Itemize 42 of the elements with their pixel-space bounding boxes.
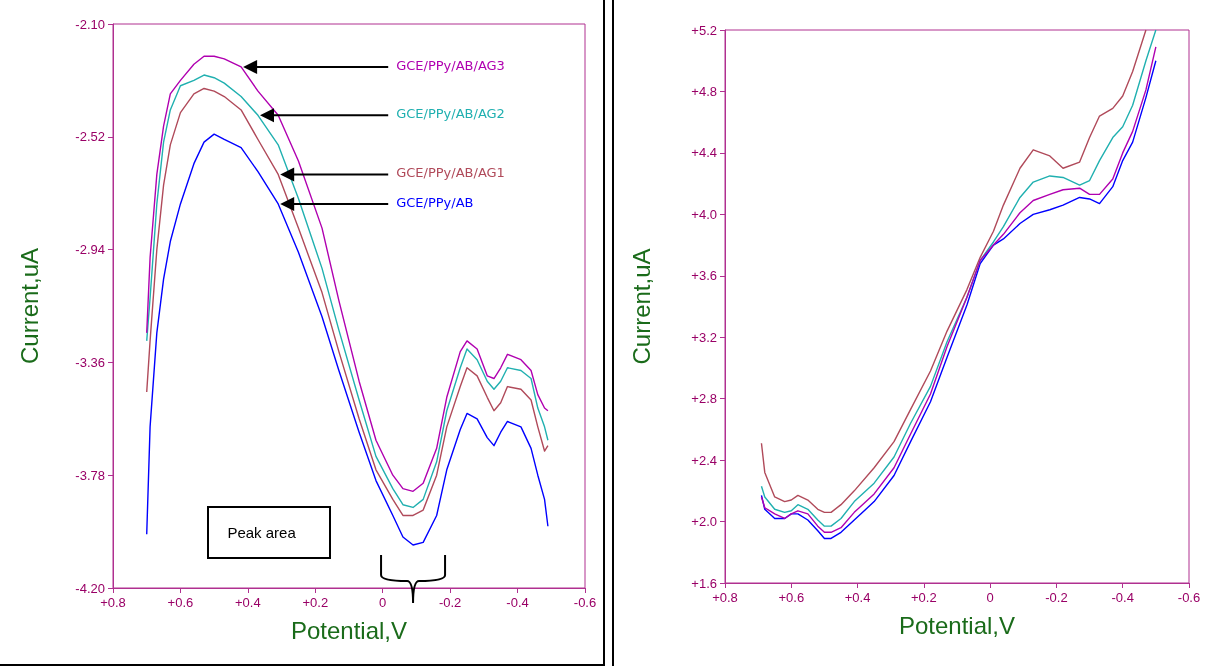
y-tick-label: +3.2 [691,329,717,345]
x-tick-label: +0.6 [167,595,194,610]
x-tick-label: +0.8 [100,595,126,610]
y-tick-label: +3.6 [691,268,717,284]
x-tick-label: -0.2 [438,595,462,610]
y-tick-label: +2.8 [691,391,717,407]
x-tick-label: +0.4 [844,590,871,605]
x-tick-label: 0 [986,590,994,605]
y-tick-label: -4.20 [75,580,105,596]
x-tick-label: +0.6 [778,590,805,605]
text: GCE/PPy/AB/AG2 [396,106,505,122]
y-tick-label: +5.2 [691,22,717,38]
y-tick-label: +4.4 [691,145,717,161]
x-tick-label: -0.6 [1177,590,1201,605]
y-tick-label: +4.8 [691,83,717,99]
x-tick-label: 0 [379,595,387,610]
x-tick-label: -0.6 [573,595,597,610]
y-tick-label: +1.6 [691,575,717,591]
line-series [146,133,549,546]
y-axis-title: Current,uA [15,247,43,365]
x-axis-title: Potential,V [290,616,408,644]
y-tick-label: -3.78 [75,467,105,483]
y-tick-label: +4.0 [691,206,717,222]
x-tick-label: +0.4 [235,595,261,610]
y-tick-label: -2.52 [75,129,105,145]
x-tick-label: -0.4 [506,595,529,610]
x-tick-label: +0.2 [911,590,937,605]
x-tick-label: -0.4 [1111,590,1134,605]
y-tick-label: -2.10 [75,16,105,32]
text-box: Peak area [207,506,332,559]
y-tick-label: -3.36 [75,354,105,370]
y-tick-label: +2.0 [691,514,717,530]
text: GCE/PPy/AB [396,194,474,210]
x-axis-title: Potential,V [898,611,1016,639]
text: GCE/PPy/AB/AG1 [396,165,505,181]
x-tick-label: +0.8 [712,590,738,605]
y-tick-label: +2.4 [691,452,717,468]
text: GCE/PPy/AB/AG3 [396,57,505,73]
x-tick-label: +0.2 [302,595,329,610]
y-tick-label: -2.94 [75,242,105,258]
y-axis-title: Current,uA [627,248,655,365]
x-tick-label: -0.2 [1045,590,1068,605]
